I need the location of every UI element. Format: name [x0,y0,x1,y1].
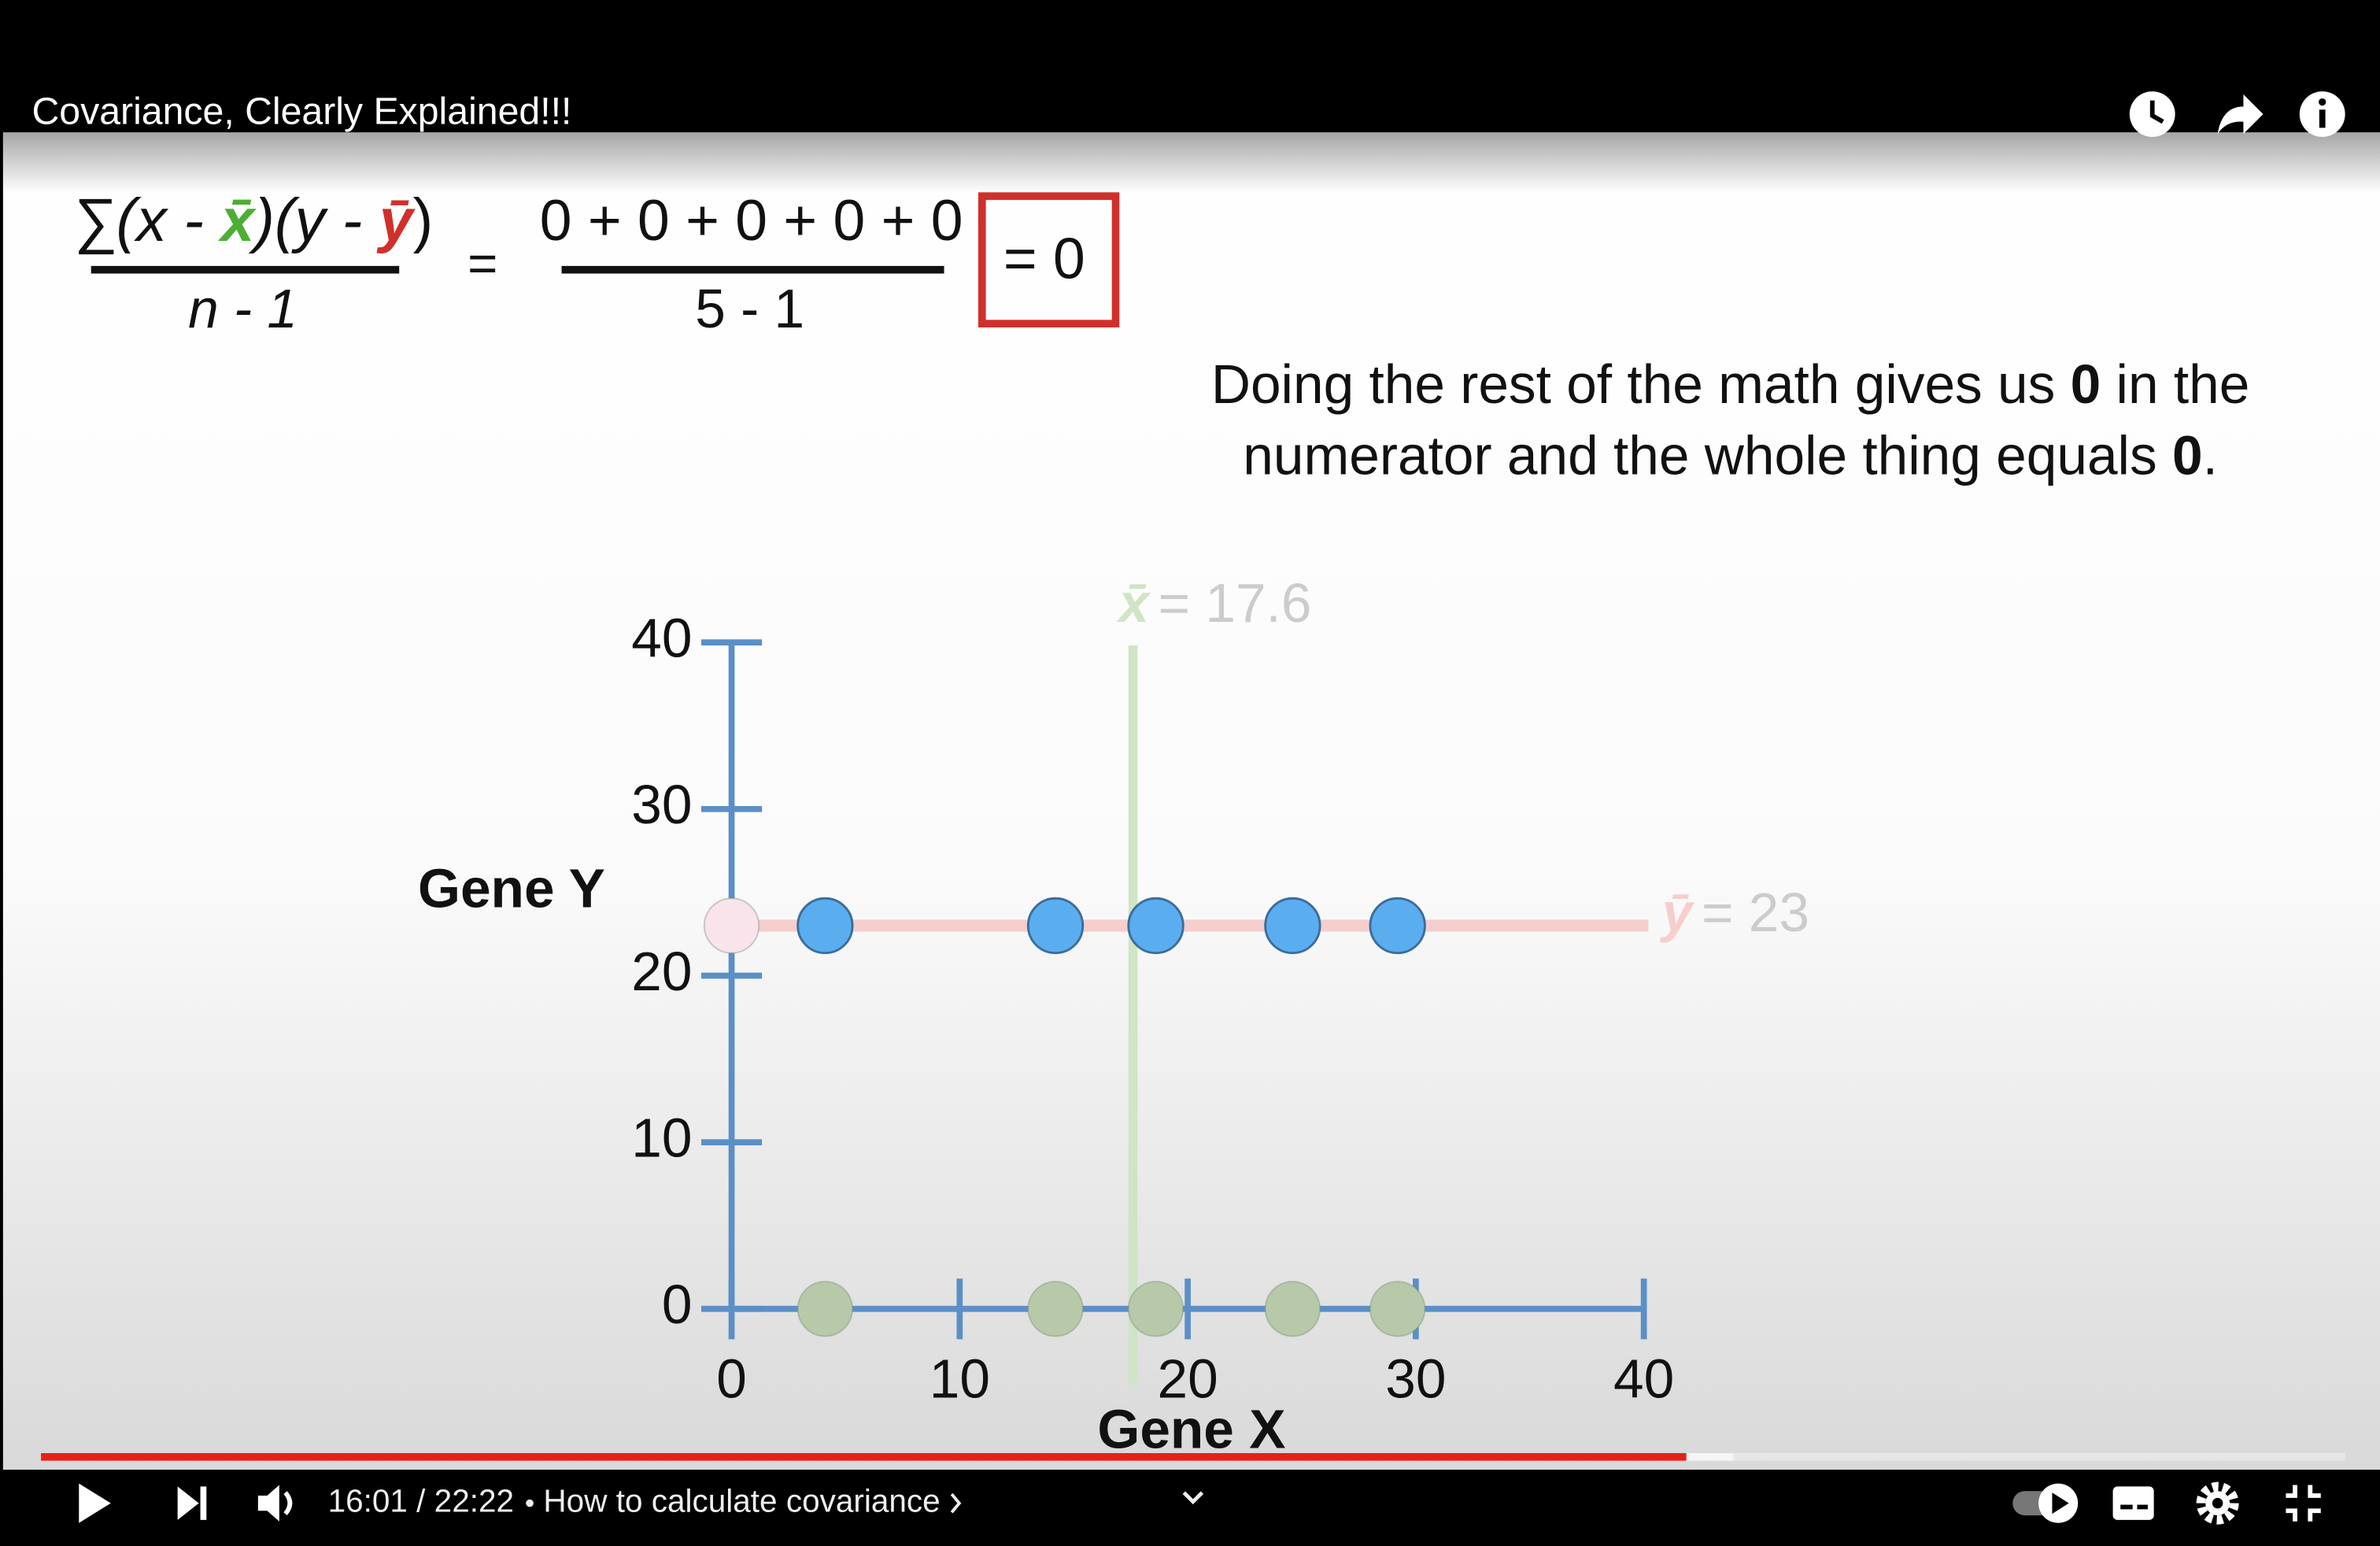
data-point [1264,1281,1321,1337]
y-tick-label: 20 [631,941,692,1002]
caption-part: 0 [2071,353,2101,415]
x-mean-text: = 17.6 [1159,572,1312,634]
next-button[interactable] [177,1486,207,1520]
caption-part: 0 [2172,425,2203,486]
x-axis-label: Gene X [1097,1398,1285,1459]
caption-part: in the [2101,353,2249,415]
volume-button[interactable] [257,1485,293,1522]
formula-denominator: n - 1 [188,278,298,339]
subtitles-button[interactable] [2112,1486,2154,1520]
x-mean-label: x̄ = 17.6 [1115,572,1311,634]
y-mean-text: = 23 [1702,882,1809,944]
settings-button[interactable] [2196,1481,2239,1525]
caption-line: Doing the rest of the math gives us 0 in… [1211,353,2249,415]
caption-line: numerator and the whole thing equals 0. [1243,425,2218,486]
formula-numerator-values: 0 + 0 + 0 + 0 + 0 [540,188,963,253]
data-point [1264,897,1321,955]
x-mean-symbol: x̄ [1115,572,1151,634]
y-mean-label: ȳ = 23 [1660,882,1809,944]
formula-part: ȳ [376,187,416,254]
x-tick-label: 20 [1158,1348,1218,1410]
formula-part: ∑(x - [73,187,221,255]
watch-later-icon[interactable] [2129,91,2175,137]
separator-dot [526,1499,534,1507]
formula-denominator-values: 5 - 1 [695,278,804,339]
x-tick-label: 10 [929,1348,990,1410]
fraction-bar [91,265,400,274]
data-point [1026,897,1085,955]
progress-played [41,1453,1687,1461]
caption-part: numerator and the whole thing equals [1243,425,2172,486]
formula-numerator: ∑(x - x̄)(y - ȳ) [73,187,434,255]
y-tick-label: 0 [662,1274,693,1335]
formula-result: = 0 [1003,226,1085,290]
y-tick-label: 10 [631,1107,692,1168]
caption-part: Doing the rest of the math gives us [1211,353,2071,415]
data-point [1369,897,1426,955]
formula-part: ) [413,187,434,254]
formula-equals: = [468,235,497,292]
exit-fullscreen-button[interactable] [2286,1485,2321,1522]
x-tick-label: 30 [1385,1348,1446,1410]
autoplay-toggle[interactable] [2012,1483,2079,1523]
x-tick-label: 0 [716,1348,747,1410]
info-icon[interactable] [2299,91,2345,137]
play-button[interactable] [79,1483,111,1523]
chapter-chevron[interactable] [950,1492,962,1514]
data-point [1027,1281,1084,1337]
time-display: 16:01 / 22:22 [328,1482,514,1518]
top-shade [2,132,2380,194]
controls-background [0,1470,2380,1546]
data-point [796,897,854,955]
chapter-title[interactable]: How to calculate covariance [543,1482,940,1518]
y-axis-label: Gene Y [418,858,605,919]
data-point [1127,1281,1184,1337]
share-icon[interactable] [2217,94,2264,135]
y-mean-symbol: ȳ [1660,882,1695,944]
data-point [1369,1281,1426,1337]
collapse-chevron[interactable] [1182,1491,1204,1505]
data-point [703,897,760,954]
x-tick-label: 40 [1613,1348,1674,1410]
y-tick-label: 30 [631,774,692,835]
data-point [796,1281,854,1337]
data-point [1127,897,1184,955]
fraction-bar [561,265,944,274]
formula-part: x̄ [217,187,257,254]
y-tick-label: 40 [631,607,692,668]
caption-part: . [2203,425,2218,486]
video-frame[interactable] [2,132,2380,1470]
result-box [978,192,1120,327]
scatter-chart: x̄ = 17.6 ȳ = 23 0 10 20 30 40 0 10 20 30 40 Gene Y Gen… [418,572,1809,1459]
video-title[interactable]: Covariance, Clearly Explained!!! [32,91,572,133]
formula-part: )(y - [248,187,379,254]
